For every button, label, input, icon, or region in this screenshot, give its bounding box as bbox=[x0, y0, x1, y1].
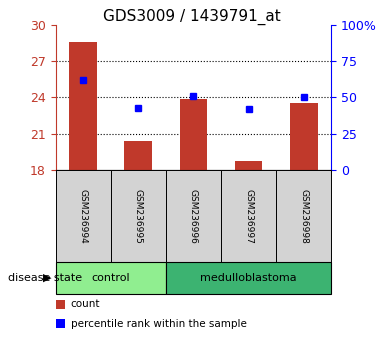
Text: medulloblastoma: medulloblastoma bbox=[200, 273, 297, 283]
Text: ▶: ▶ bbox=[43, 273, 52, 283]
Text: percentile rank within the sample: percentile rank within the sample bbox=[71, 319, 247, 329]
Bar bbox=[180, 98, 207, 170]
Text: GDS3009 / 1439791_at: GDS3009 / 1439791_at bbox=[103, 9, 280, 25]
Bar bbox=[69, 42, 97, 170]
Text: disease state: disease state bbox=[8, 273, 82, 283]
Text: count: count bbox=[71, 299, 100, 309]
Text: GSM236994: GSM236994 bbox=[79, 189, 88, 243]
Text: GSM236997: GSM236997 bbox=[244, 188, 253, 244]
Bar bbox=[124, 141, 152, 170]
Text: GSM236995: GSM236995 bbox=[134, 188, 143, 244]
Bar bbox=[235, 161, 262, 170]
Text: control: control bbox=[92, 273, 130, 283]
Text: GSM236996: GSM236996 bbox=[189, 188, 198, 244]
Bar bbox=[290, 103, 318, 170]
Text: GSM236998: GSM236998 bbox=[299, 188, 308, 244]
